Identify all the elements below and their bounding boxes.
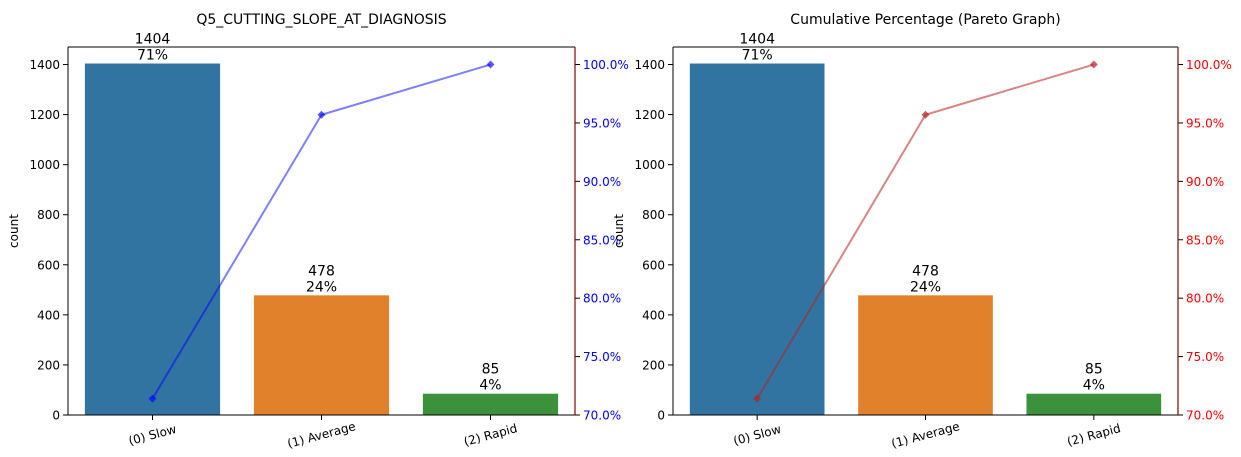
y-tick-label: 400 (37, 308, 60, 322)
bar-count-label: 1404 (739, 32, 775, 48)
cumulative-point-1 (317, 110, 326, 119)
y-tick-label: 0 (52, 409, 60, 423)
y-tick-label: 1400 (634, 58, 665, 72)
y-tick-label: 1000 (29, 158, 60, 172)
y-tick-label: 800 (37, 208, 60, 222)
y-tick-label: 600 (37, 258, 60, 272)
x-tick-label: (1) Average (890, 419, 961, 451)
chart-title: Cumulative Percentage (Pareto Graph) (790, 12, 1060, 28)
bar-2 (1026, 393, 1162, 415)
bar-1 (253, 295, 390, 415)
y2-tick-label: 75.0% (1186, 350, 1224, 364)
y-tick-label: 600 (642, 258, 665, 272)
y2-tick-label: 80.0% (583, 292, 621, 306)
y2-tick-label: 95.0% (583, 116, 621, 130)
x-tick-label: (0) Slow (127, 422, 178, 448)
y-axis-label: count (7, 214, 21, 248)
y2-tick-label: 85.0% (1186, 233, 1224, 247)
y2-tick-label: 85.0% (583, 233, 621, 247)
y-tick-label: 200 (37, 358, 60, 372)
bar-percent-label: 71% (742, 48, 773, 64)
bar-count-label: 478 (308, 263, 335, 279)
bar-1 (858, 295, 993, 415)
y-tick-label: 400 (642, 308, 665, 322)
bar-percent-label: 71% (137, 48, 168, 64)
y-axis-label: count (612, 214, 626, 248)
y-tick-label: 800 (642, 208, 665, 222)
y2-tick-label: 70.0% (1186, 409, 1224, 423)
cumulative-point-2 (1089, 60, 1098, 69)
y-tick-label: 1000 (634, 158, 665, 172)
bar-percent-label: 24% (306, 279, 337, 295)
y2-tick-label: 90.0% (583, 175, 621, 189)
bar-percent-label: 24% (910, 279, 941, 295)
y2-tick-label: 70.0% (583, 409, 621, 423)
cumulative-point-0 (148, 394, 157, 403)
chart-panel-left: Q5_CUTTING_SLOPE_AT_DIAGNOSIS140471%4782… (7, 12, 629, 451)
cumulative-point-0 (753, 394, 762, 403)
bar-percent-label: 4% (479, 378, 501, 394)
bar-2 (422, 393, 559, 415)
cumulative-point-1 (921, 110, 930, 119)
chart-panel-right: Cumulative Percentage (Pareto Graph) 1404… (612, 12, 1232, 451)
y2-tick-label: 80.0% (1186, 292, 1224, 306)
bar-count-label: 478 (912, 263, 939, 279)
cumulative-point-2 (486, 60, 495, 69)
y-tick-label: 1200 (634, 108, 665, 122)
y-tick-label: 1200 (29, 108, 60, 122)
bar-0 (689, 63, 825, 415)
y-tick-label: 200 (642, 358, 665, 372)
y2-tick-label: 100.0% (1186, 58, 1232, 72)
y2-tick-label: 95.0% (1186, 116, 1224, 130)
bar-count-label: 85 (1085, 362, 1103, 378)
x-tick-label: (0) Slow (732, 422, 783, 448)
x-tick-label: (2) Rapid (1066, 421, 1123, 449)
bar-percent-label: 4% (1083, 378, 1105, 394)
chart-title: Q5_CUTTING_SLOPE_AT_DIAGNOSIS (196, 12, 446, 28)
y-tick-label: 1400 (29, 58, 60, 72)
y2-tick-label: 100.0% (583, 58, 629, 72)
y2-tick-label: 75.0% (583, 350, 621, 364)
bar-0 (84, 63, 221, 415)
y2-tick-label: 90.0% (1186, 175, 1224, 189)
bar-count-label: 85 (482, 362, 500, 378)
x-tick-label: (2) Rapid (462, 421, 519, 449)
bar-count-label: 1404 (135, 32, 171, 48)
x-tick-label: (1) Average (286, 419, 357, 451)
y-tick-label: 0 (657, 409, 665, 423)
